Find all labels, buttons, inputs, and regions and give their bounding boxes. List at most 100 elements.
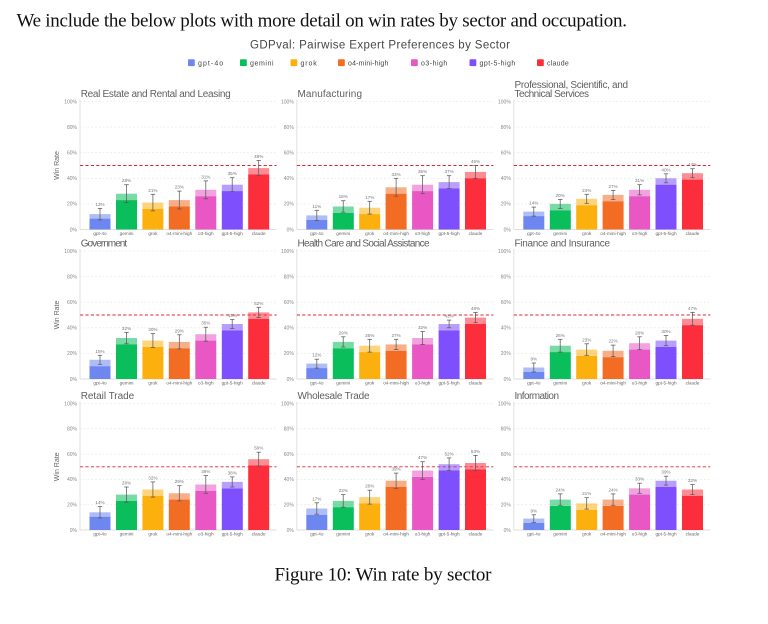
svg-text:40%: 40% [284, 326, 295, 332]
svg-text:28%: 28% [635, 330, 644, 335]
svg-text:gpt-5-high: gpt-5-high [439, 381, 461, 386]
svg-text:Manufacturing: Manufacturing [298, 89, 363, 100]
svg-text:Finance and Insurance: Finance and Insurance [515, 239, 611, 250]
svg-text:claude: claude [469, 231, 483, 236]
svg-text:36%: 36% [201, 469, 210, 474]
svg-text:60%: 60% [284, 300, 295, 306]
svg-text:gemini: gemini [250, 60, 274, 67]
svg-text:32%: 32% [122, 326, 131, 331]
svg-text:80%: 80% [501, 427, 512, 433]
svg-text:80%: 80% [501, 125, 512, 131]
svg-text:gemini: gemini [336, 532, 350, 537]
svg-text:39%: 39% [661, 470, 670, 475]
svg-text:gpt-5-high: gpt-5-high [222, 381, 244, 386]
svg-text:23%: 23% [582, 337, 591, 342]
svg-text:60%: 60% [501, 452, 512, 458]
svg-text:o3-high: o3-high [421, 60, 447, 67]
svg-text:0%: 0% [504, 377, 512, 383]
svg-text:9%: 9% [530, 357, 537, 362]
svg-text:gpt-4o: gpt-4o [310, 231, 324, 236]
svg-text:grok: grok [582, 532, 592, 537]
svg-text:gpt-5-high: gpt-5-high [222, 231, 244, 236]
svg-text:gpt-4o: gpt-4o [527, 231, 541, 236]
svg-text:100%: 100% [281, 99, 294, 105]
svg-text:37%: 37% [444, 169, 453, 174]
svg-text:grok: grok [582, 231, 592, 236]
svg-text:31%: 31% [201, 174, 210, 179]
svg-text:28%: 28% [122, 481, 131, 486]
svg-text:26%: 26% [365, 484, 374, 489]
svg-text:17%: 17% [365, 195, 374, 200]
svg-text:56%: 56% [254, 446, 263, 451]
svg-text:12%: 12% [312, 353, 321, 358]
svg-text:48%: 48% [471, 306, 480, 311]
svg-text:Technical Services: Technical Services [515, 89, 590, 100]
svg-text:o3-high: o3-high [198, 532, 214, 537]
svg-text:60%: 60% [67, 452, 78, 458]
svg-text:38%: 38% [228, 470, 237, 475]
svg-text:26%: 26% [365, 333, 374, 338]
svg-text:60%: 60% [67, 151, 78, 157]
svg-text:20%: 20% [556, 193, 565, 198]
svg-text:100%: 100% [498, 249, 511, 255]
svg-text:Health Care and Social Assista: Health Care and Social Assistance [298, 239, 430, 250]
svg-text:Win Rate: Win Rate [54, 301, 61, 330]
svg-text:claude: claude [547, 60, 569, 67]
svg-text:48%: 48% [254, 154, 263, 159]
svg-text:43%: 43% [444, 314, 453, 319]
svg-text:claude: claude [252, 231, 266, 236]
svg-text:100%: 100% [64, 249, 77, 255]
svg-text:gpt-4o: gpt-4o [310, 532, 324, 537]
svg-text:gemini: gemini [336, 381, 350, 386]
svg-text:o4-mini-high: o4-mini-high [383, 532, 409, 537]
svg-text:20%: 20% [284, 503, 295, 509]
svg-text:23%: 23% [339, 488, 348, 493]
svg-text:17%: 17% [312, 496, 321, 501]
svg-text:35%: 35% [418, 169, 427, 174]
svg-text:60%: 60% [501, 151, 512, 157]
svg-text:0%: 0% [70, 377, 78, 383]
svg-text:o4-mini-high: o4-mini-high [383, 381, 409, 386]
svg-text:Real Estate and Rental and Lea: Real Estate and Rental and Leasing [81, 89, 231, 100]
svg-text:22%: 22% [608, 339, 617, 344]
svg-text:18%: 18% [339, 194, 348, 199]
svg-text:grok: grok [365, 231, 375, 236]
svg-text:20%: 20% [501, 351, 512, 357]
svg-text:40%: 40% [284, 176, 295, 182]
svg-text:23%: 23% [175, 185, 184, 190]
svg-text:40%: 40% [67, 176, 78, 182]
svg-text:o4-mini-high: o4-mini-high [166, 532, 192, 537]
svg-text:We include the below plots wit: We include the below plots with more det… [17, 11, 628, 32]
svg-text:20%: 20% [67, 202, 78, 208]
svg-text:gpt-5-high: gpt-5-high [655, 532, 677, 537]
svg-text:100%: 100% [498, 401, 511, 407]
svg-text:40%: 40% [501, 176, 512, 182]
svg-text:20%: 20% [501, 202, 512, 208]
svg-text:gpt-4o: gpt-4o [310, 381, 324, 386]
svg-text:60%: 60% [501, 300, 512, 306]
svg-text:0%: 0% [70, 227, 78, 233]
svg-text:52%: 52% [254, 301, 263, 306]
svg-text:27%: 27% [391, 333, 400, 338]
svg-text:o4-mini-high: o4-mini-high [166, 381, 192, 386]
svg-text:24%: 24% [556, 487, 565, 492]
svg-text:11%: 11% [312, 204, 321, 209]
svg-text:20%: 20% [284, 202, 295, 208]
svg-text:gemini: gemini [120, 231, 134, 236]
svg-text:claude: claude [469, 532, 483, 537]
svg-text:40%: 40% [67, 477, 78, 483]
svg-text:60%: 60% [284, 151, 295, 157]
svg-text:20%: 20% [67, 503, 78, 509]
svg-text:GDPval: Pairwise Expert Prefer: GDPval: Pairwise Expert Preferences by S… [250, 40, 510, 52]
svg-text:Government: Government [81, 239, 128, 250]
svg-text:0%: 0% [287, 377, 295, 383]
svg-text:o4-mini-high: o4-mini-high [166, 231, 192, 236]
svg-text:gpt-5-high: gpt-5-high [655, 231, 677, 236]
svg-text:grok: grok [365, 532, 375, 537]
svg-text:claude: claude [686, 381, 700, 386]
svg-text:32%: 32% [148, 475, 157, 480]
svg-text:o4-mini-high: o4-mini-high [600, 381, 626, 386]
svg-text:21%: 21% [582, 491, 591, 496]
svg-text:grok: grok [148, 532, 158, 537]
svg-text:32%: 32% [418, 325, 427, 330]
